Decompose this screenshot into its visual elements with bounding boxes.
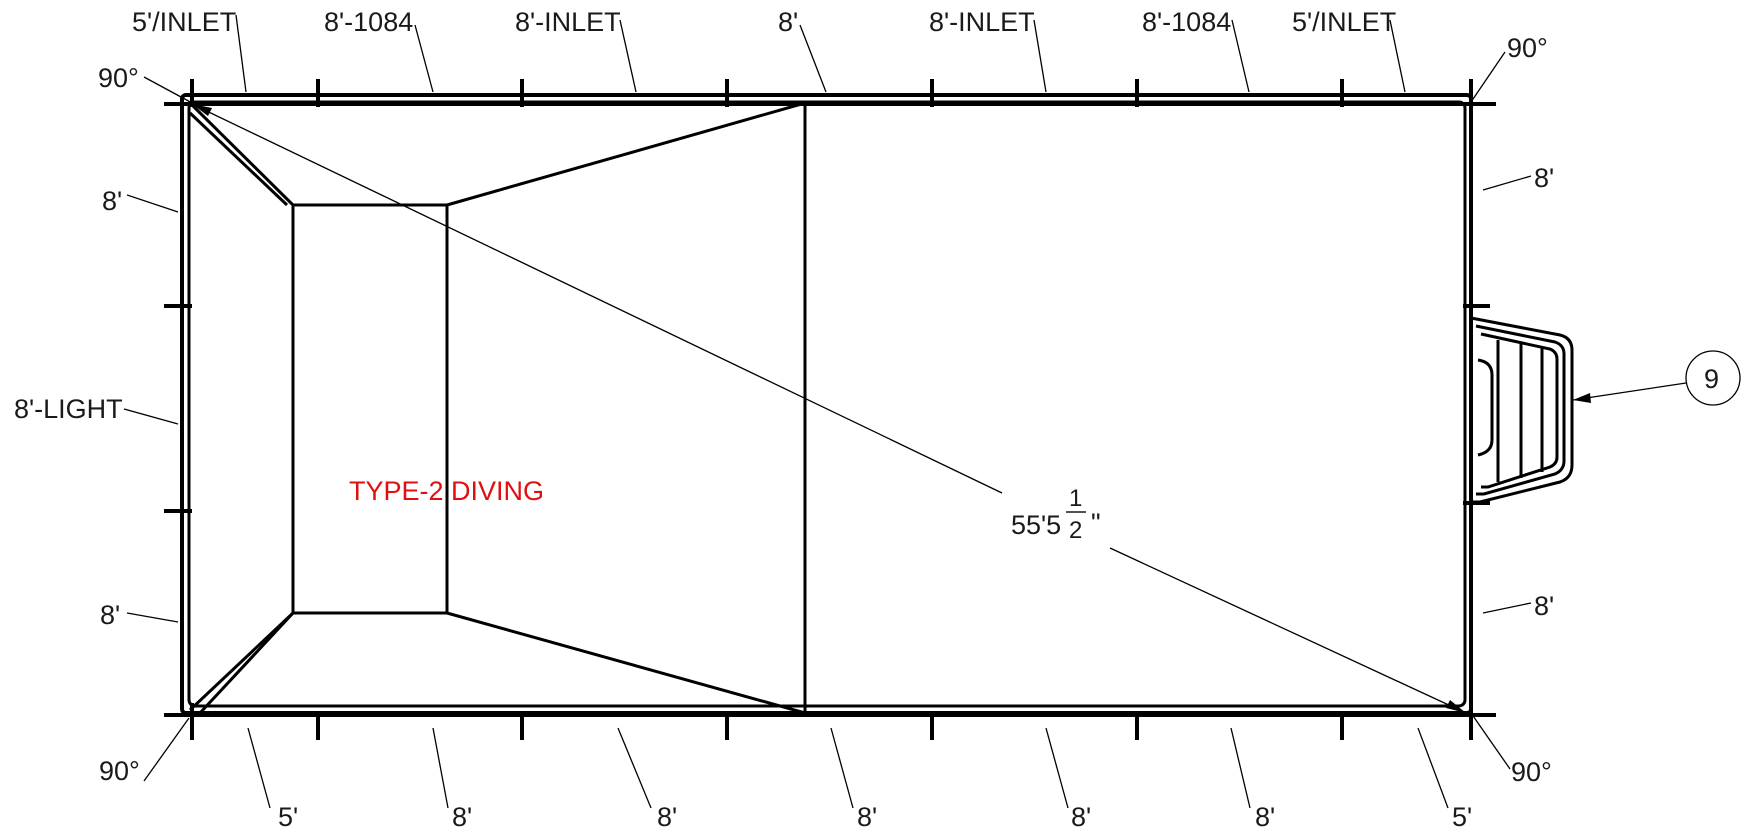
diagonal-frac-num: 1 — [1069, 485, 1082, 512]
right-upper-label: 8' — [1534, 163, 1554, 193]
diagonal-frac-den: 2 — [1069, 517, 1082, 544]
diagonal-dimension — [191, 103, 1467, 714]
left-lower-label: 8' — [100, 600, 120, 630]
leader-lines — [123, 14, 1532, 809]
top-label-3: 8'-INLET — [515, 7, 621, 37]
angle-bottom-right: 90° — [1511, 757, 1552, 787]
diagonal-length-label: 55'5 1 2 " — [1011, 485, 1101, 544]
top-labels: 5'/INLET 8'-1084 8'-INLET 8' 8'-INLET 8'… — [132, 7, 1396, 37]
top-label-4: 8' — [778, 7, 798, 37]
callout-number: 9 — [1704, 364, 1719, 394]
diagonal-unit: " — [1091, 508, 1101, 538]
bottom-labels: 5' 8' 8' 8' 8' 8' 5' — [278, 802, 1472, 832]
angle-top-right: 90° — [1507, 33, 1548, 63]
bottom-label-3: 8' — [657, 802, 677, 832]
top-label-6: 8'-1084 — [1142, 7, 1231, 37]
diving-hopper — [188, 101, 807, 715]
top-label-7: 5'/INLET — [1292, 7, 1396, 37]
angle-labels: 90° 90° 90° 90° — [98, 33, 1552, 787]
angle-top-left: 90° — [98, 63, 139, 93]
wall-panel-ticks — [164, 79, 1496, 740]
angle-bottom-left: 90° — [99, 756, 140, 786]
left-upper-label: 8' — [102, 186, 122, 216]
callout-9 — [1572, 350, 1741, 406]
pool-type-label: TYPE-2 DIVING — [349, 476, 544, 506]
diagonal-whole: 55'5 — [1011, 510, 1061, 540]
bottom-label-2: 8' — [452, 802, 472, 832]
pool-outline — [180, 93, 1473, 715]
step-unit — [1470, 316, 1574, 504]
bottom-label-6: 8' — [1255, 802, 1275, 832]
top-label-2: 8'-1084 — [324, 7, 413, 37]
bottom-label-1: 5' — [278, 802, 298, 832]
bottom-label-5: 8' — [1071, 802, 1091, 832]
right-lower-label: 8' — [1534, 591, 1554, 621]
left-middle-label: 8'-LIGHT — [14, 394, 123, 424]
bottom-label-4: 8' — [857, 802, 877, 832]
top-label-1: 5'/INLET — [132, 7, 236, 37]
top-label-5: 8'-INLET — [929, 7, 1035, 37]
side-labels: 8' 8'-LIGHT 8' 8' 8' — [14, 163, 1554, 630]
bottom-label-7: 5' — [1452, 802, 1472, 832]
